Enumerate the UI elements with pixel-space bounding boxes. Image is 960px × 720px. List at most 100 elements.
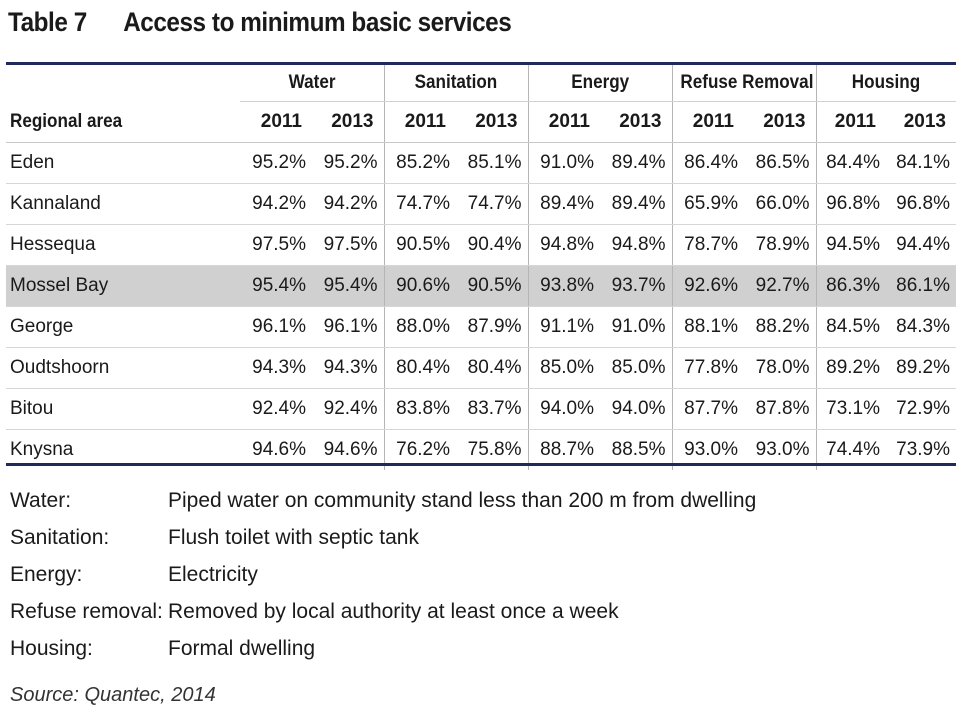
value-cell: 84.5% [815,306,887,348]
value-cell: 94.8% [600,224,673,266]
value-cell: 92.4% [240,388,312,430]
value-cell: 93.0% [755,439,810,460]
value-cell: 88.2% [744,306,817,348]
value-cell: 94.5% [815,224,887,266]
value-cell: 92.6% [671,265,745,307]
value-cell: 95.2% [240,142,312,184]
table-row: Mossel Bay 95.4% 95.4% 90.6% 90.5% 93.8% 93.7%… [6,265,957,307]
value-cell: 91.0% [600,306,673,348]
regional-area-cell: George [6,306,240,348]
value-cell: 73.9% [896,439,951,460]
value-cell: 95.4% [312,265,384,307]
definition-description: Flush toilet with septic tank [168,525,419,549]
year-header: 2013 [312,101,384,143]
value-cell: 80.4% [383,347,456,389]
definition-description: Piped water on community stand less than… [168,488,757,512]
year-header: 2013 [744,101,817,143]
value-cell: 94.0% [527,388,600,430]
year-header: 2013 [600,101,673,143]
bottom-rule [6,463,956,466]
value-cell: 65.9% [671,183,745,225]
group-header: Water [240,65,384,102]
source-note: Source: Quantec, 2014 [10,684,216,706]
definition-term: Sanitation: [10,525,110,549]
table-row: Eden 95.2% 95.2% 85.2% 85.1% 91.0% 89.4% 86.4% 8… [6,142,957,184]
value-cell: 77.8% [671,347,745,389]
value-cell: 90.6% [383,265,456,307]
year-header: 2011 [815,101,887,143]
value-cell: 87.7% [671,388,745,430]
value-cell: 85.2% [383,142,456,184]
regional-area-cell: Hessequa [6,224,240,266]
value-cell: 96.1% [240,306,312,348]
value-cell: 86.1% [886,265,957,307]
value-cell: 94.4% [886,224,957,266]
value-cell: 92.7% [744,265,817,307]
value-cell: 94.3% [312,347,384,389]
table-title: Table 7 Access to minimum basic services [8,2,512,42]
value-cell: 86.5% [744,142,817,184]
definitions-list: Water: Piped water on community stand les… [10,482,756,667]
definition-row: Sanitation: Flush toilet with septic tank [10,519,756,556]
top-rule [6,62,956,65]
definition-description: Removed by local authority at least once… [168,599,619,623]
value-cell: 85.0% [600,347,673,389]
table-row: Oudtshoorn 94.3% 94.3% 80.4% 80.4% 85.0% 85.0%… [6,347,957,389]
value-cell: 85.0% [527,347,600,389]
definition-row: Refuse removal: Removed by local authorit… [10,593,756,630]
group-header: Sanitation [383,65,528,102]
value-cell: 96.8% [815,183,887,225]
definition-description: Formal dwelling [168,636,316,660]
definition-row: Energy: Electricity [10,556,756,593]
value-cell: 93.8% [527,265,600,307]
group-header: Refuse Removal [671,65,817,102]
value-cell: 88.1% [671,306,745,348]
table-row: Kannaland 94.2% 94.2% 74.7% 74.7% 89.4% 89.4% 6… [6,183,957,225]
value-cell: 73.1% [815,388,887,430]
value-cell: 91.0% [527,142,600,184]
value-cell: 94.0% [600,388,673,430]
value-cell: 84.4% [815,142,887,184]
value-cell: 88.5% [611,439,666,460]
value-cell: 94.6% [323,439,378,460]
year-header: 2013 [456,101,528,143]
value-cell: 83.8% [383,388,456,430]
regional-area-cell: Bitou [6,388,240,430]
definition-description: Electricity [168,562,258,586]
value-cell: 66.0% [744,183,817,225]
regional-area-cell: Kannaland [6,183,240,225]
row-header: Regional area [6,101,240,143]
group-header-row: Water Sanitation Energy Refuse Removal H… [6,65,957,102]
value-cell: 92.4% [312,388,384,430]
value-cell: 97.5% [240,224,312,266]
year-header: 2011 [671,101,745,143]
value-cell: 94.2% [312,183,384,225]
value-cell: 74.7% [456,183,528,225]
value-cell: 83.7% [456,388,528,430]
value-cell: 78.9% [744,224,817,266]
value-cell: 88.0% [383,306,456,348]
value-cell: 90.5% [383,224,456,266]
definition-row: Housing: Formal dwelling [10,630,756,667]
table-row: Bitou 92.4% 92.4% 83.8% 83.7% 94.0% 94.0% 87.7%… [6,388,957,430]
value-cell: 86.3% [815,265,887,307]
value-cell: 78.7% [671,224,745,266]
definition-term: Housing: [10,636,93,660]
year-header: 2011 [527,101,600,143]
value-cell: 89.4% [527,183,600,225]
year-header: 2013 [886,101,957,143]
definition-term: Energy: [10,562,83,586]
value-cell: 86.4% [671,142,745,184]
value-cell: 80.4% [456,347,528,389]
value-cell: 90.5% [456,265,528,307]
year-header: 2011 [383,101,456,143]
value-cell: 94.2% [240,183,312,225]
regional-area-cell: Eden [6,142,240,184]
value-cell: 85.1% [456,142,528,184]
value-cell: 75.8% [467,439,522,460]
header-spacer [6,65,240,102]
services-table: Water Sanitation Energy Refuse Removal H… [6,65,957,470]
value-cell: 97.5% [312,224,384,266]
value-cell: 90.4% [456,224,528,266]
value-cell: 96.1% [312,306,384,348]
